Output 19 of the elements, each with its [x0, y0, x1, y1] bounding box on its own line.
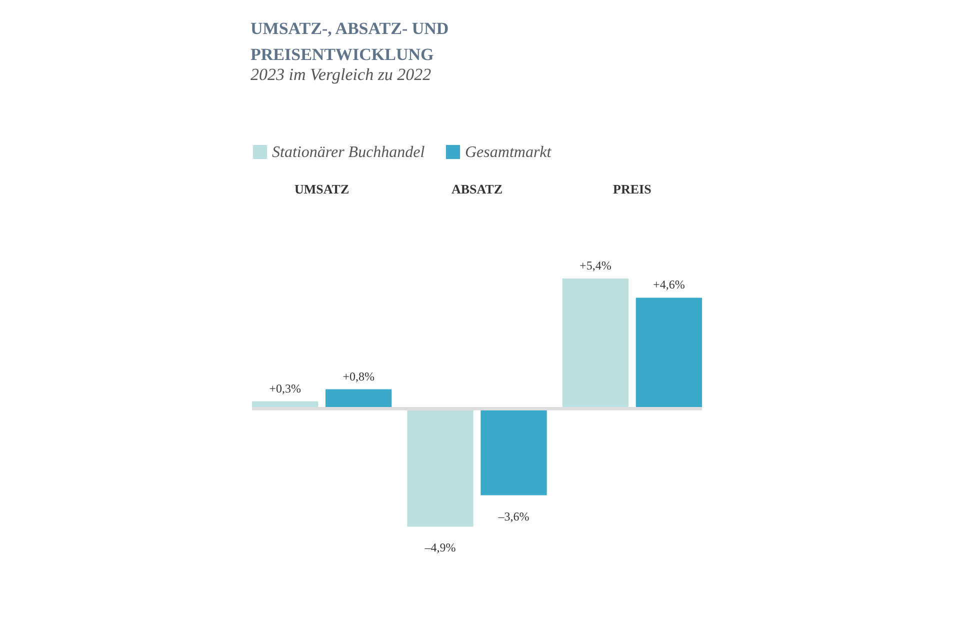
text: UMSATZ-, ABSATZ- UND	[250, 19, 449, 38]
data-label: +5,4%	[580, 258, 612, 272]
x-tick-label: ABSATZ	[451, 182, 503, 196]
legend-label: Stationärer Buchhandel	[272, 144, 426, 161]
bar	[480, 408, 547, 496]
data-label: –4,9%	[424, 540, 456, 555]
data-label: +0,8%	[342, 369, 374, 384]
data-label: +4,6%	[653, 278, 685, 292]
bar	[562, 278, 628, 409]
x-tick-label: UMSATZ	[294, 182, 350, 196]
data-label: +0,3%	[269, 381, 301, 396]
x-tick-label: PREIS	[613, 182, 652, 196]
bar	[407, 408, 474, 527]
data-label: –3,6%	[497, 509, 530, 524]
bar	[636, 298, 702, 409]
chart-subtitle: 2023 im Vergleich zu 2022	[250, 65, 432, 84]
legend-label: Gesamtmarkt	[465, 144, 552, 161]
bar	[326, 389, 392, 409]
text: PREISENTWICKLUNG	[250, 45, 434, 64]
